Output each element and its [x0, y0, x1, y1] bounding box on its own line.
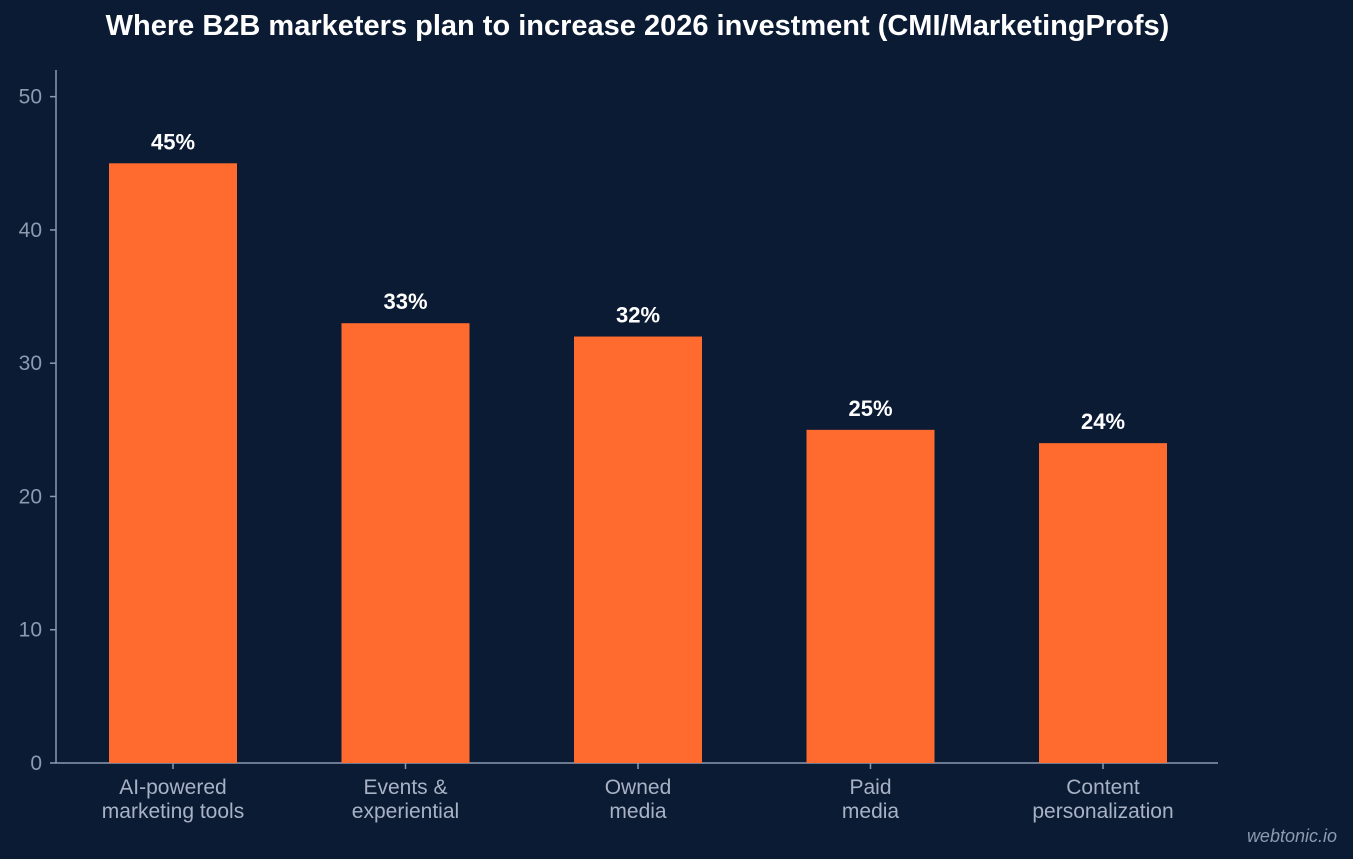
x-tick-label: Owned media [605, 776, 672, 823]
y-tick-label: 30 [19, 352, 42, 375]
bars [109, 163, 1167, 764]
y-axis: 0 10 20 30 40 50 [19, 70, 57, 775]
bar [341, 323, 470, 763]
x-tick-label: Events & experiential [352, 776, 459, 823]
watermark: webtonic.io [1246, 826, 1337, 846]
bar [1039, 443, 1167, 763]
bar-value-label: 45% [151, 129, 195, 154]
bar-value-label: 24% [1081, 409, 1125, 434]
chart-title: Where B2B marketers plan to increase 202… [105, 10, 1170, 42]
x-tick-label: Paid media [842, 776, 900, 823]
bar-value-label: 25% [848, 396, 892, 421]
y-tick-label: 10 [19, 619, 42, 642]
x-axis: AI-powered marketing tools Events & experie… [56, 762, 1218, 823]
y-tick-label: 40 [19, 219, 42, 242]
data-labels: 45% 33% 32% 25% 24% [151, 129, 1125, 434]
bar [806, 429, 935, 763]
y-tick-label: 50 [19, 86, 42, 109]
y-tick-label: 0 [30, 752, 42, 775]
bar [109, 163, 237, 764]
bar-value-label: 33% [383, 289, 427, 314]
x-tick-label: AI-powered marketing tools [102, 776, 244, 823]
bar-value-label: 32% [616, 303, 660, 328]
bar [574, 336, 702, 763]
x-tick-label: Content personalization [1032, 776, 1173, 823]
y-tick-label: 20 [19, 485, 42, 508]
